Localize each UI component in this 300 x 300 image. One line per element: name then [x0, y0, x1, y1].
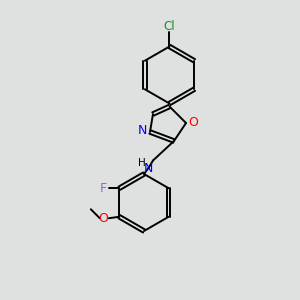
- Text: N: N: [138, 124, 147, 137]
- Text: H: H: [138, 158, 146, 168]
- Text: O: O: [98, 212, 108, 225]
- Text: N: N: [144, 161, 153, 175]
- Text: F: F: [100, 182, 107, 195]
- Text: O: O: [189, 116, 198, 130]
- Text: Cl: Cl: [164, 20, 175, 34]
